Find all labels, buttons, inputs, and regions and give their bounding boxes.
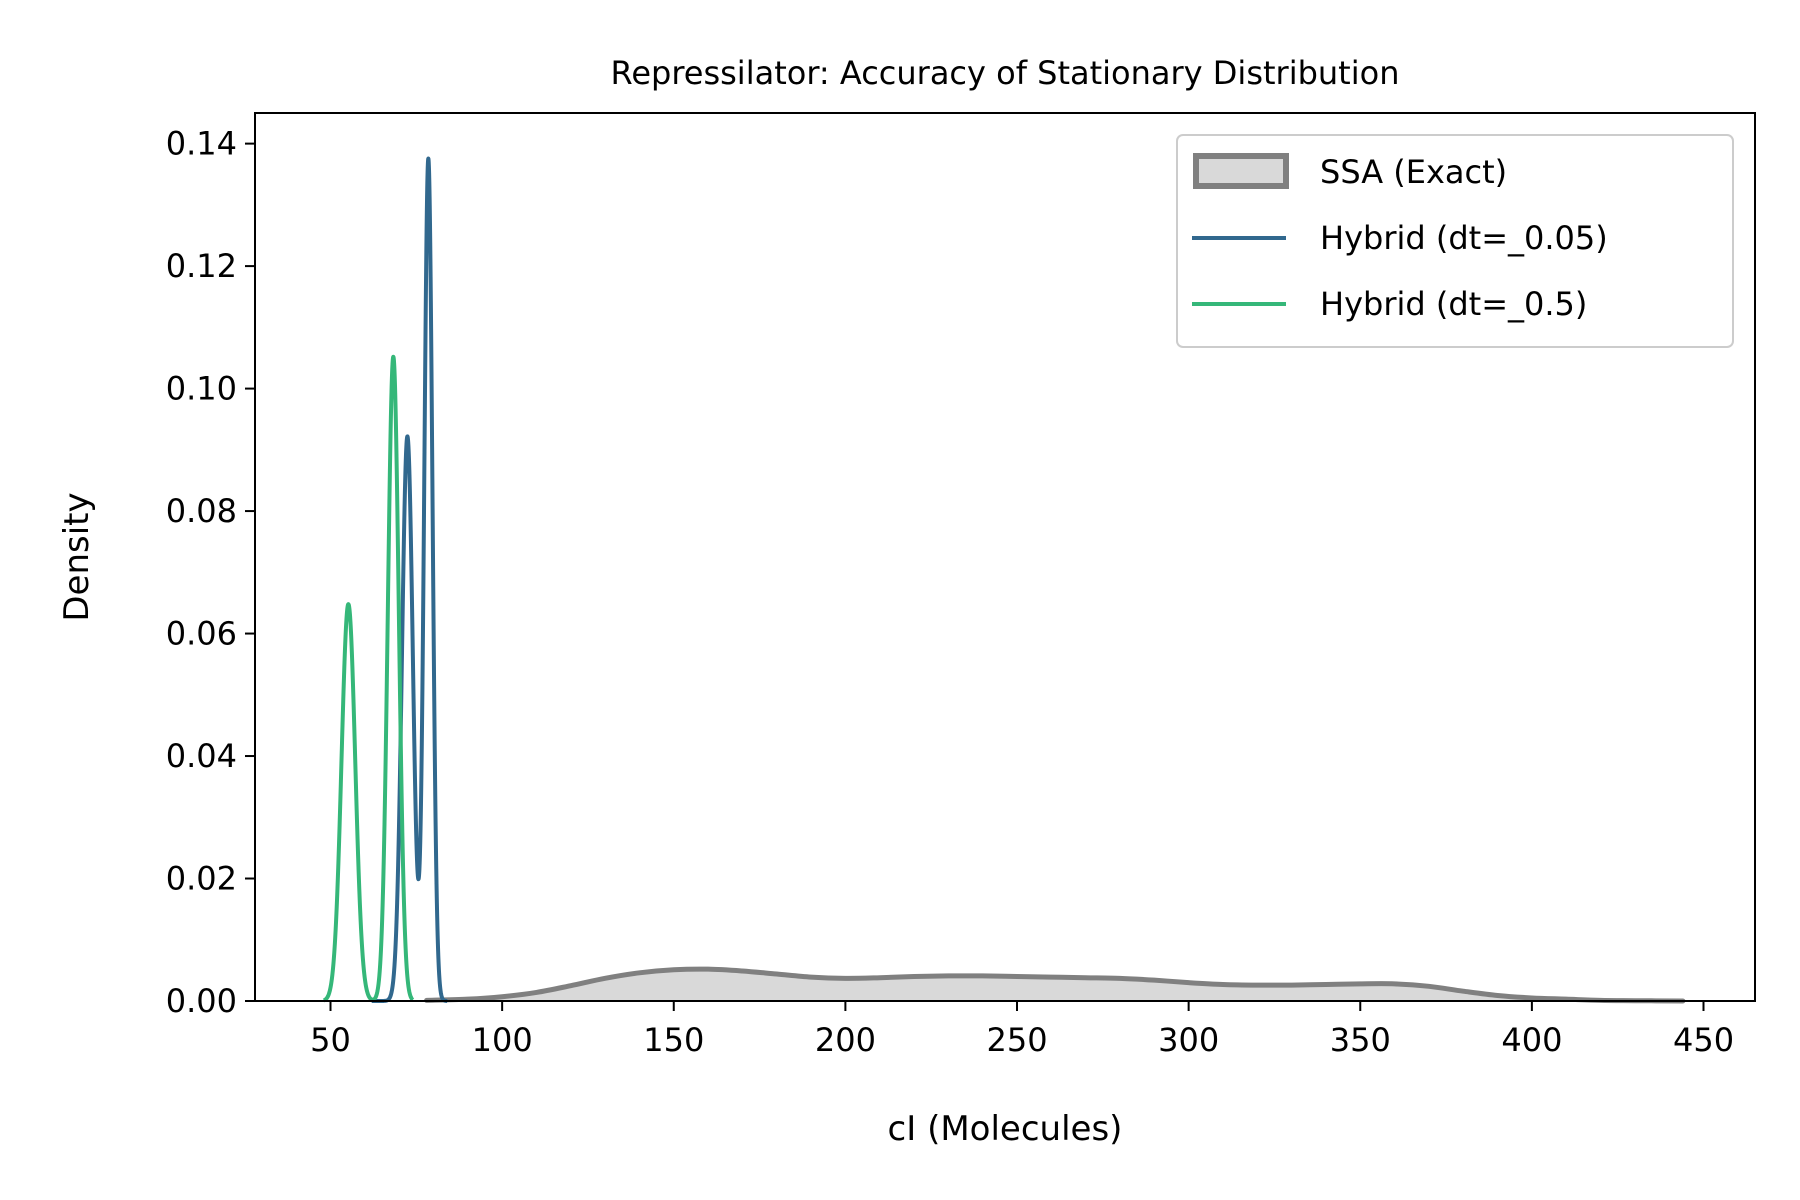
x-tick-label: 150: [643, 1021, 704, 1059]
x-tick-label: 250: [986, 1021, 1047, 1059]
y-axis-label: Density: [57, 492, 97, 621]
y-tick-label: 0.08: [166, 492, 237, 530]
x-tick-label: 50: [310, 1021, 351, 1059]
legend-label-hybrid-05: Hybrid (dt=_0.5): [1320, 285, 1587, 323]
x-axis: 50 100 150 200 250 300 350 400 450: [310, 1001, 1734, 1059]
y-tick-label: 0.14: [166, 125, 237, 163]
x-tick-label: 350: [1330, 1021, 1391, 1059]
ssa-density-line: [424, 966, 1686, 1004]
legend-swatch-ssa: [1193, 153, 1289, 189]
legend-label-hybrid-005: Hybrid (dt=_0.05): [1320, 219, 1608, 257]
y-tick-label: 0.12: [166, 247, 237, 285]
x-tick-label: 300: [1158, 1021, 1219, 1059]
chart-title: Repressilator: Accuracy of Stationary Di…: [611, 54, 1400, 92]
x-tick-label: 400: [1501, 1021, 1562, 1059]
hybrid-dt-05-line: [321, 354, 415, 1003]
axes-frame: [254, 112, 1756, 1002]
y-tick-label: 0.04: [166, 737, 237, 775]
x-tick-label: 100: [472, 1021, 533, 1059]
y-tick-label: 0.00: [166, 982, 237, 1020]
x-tick-label: 200: [815, 1021, 876, 1059]
y-tick-label: 0.06: [166, 615, 237, 653]
y-tick-label: 0.02: [166, 860, 237, 898]
plot-area: [254, 112, 1756, 1004]
y-tick-label: 0.10: [166, 370, 237, 408]
legend-frame: [1176, 134, 1734, 348]
x-axis-label: cI (Molecules): [888, 1109, 1123, 1149]
x-tick-label: 450: [1673, 1021, 1734, 1059]
legend-label-ssa: SSA (Exact): [1320, 153, 1507, 191]
y-axis: 0.00 0.02 0.04 0.06 0.08 0.10 0.12 0.14: [166, 125, 255, 1020]
legend: SSA (Exact) Hybrid (dt=_0.05) Hybrid (dt…: [1176, 134, 1734, 348]
ssa-density-fill: [426, 969, 1683, 1001]
